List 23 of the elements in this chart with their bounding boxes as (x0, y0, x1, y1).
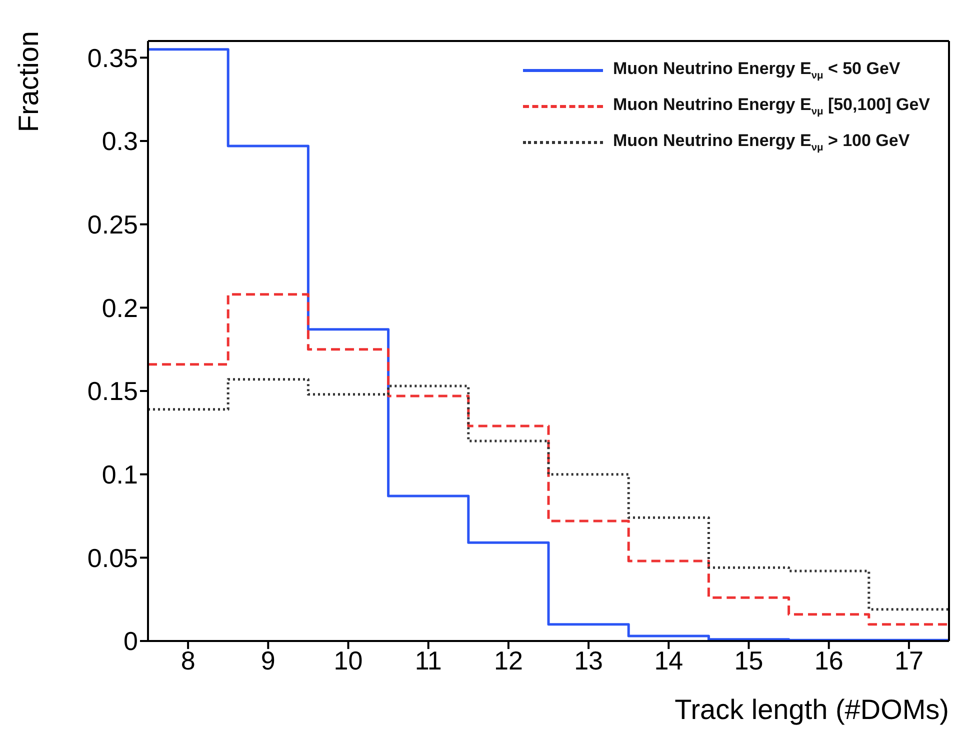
legend-label: Muon Neutrino Energy E$_{νμ}$ > 100 GeV (612, 130, 910, 154)
y-tick-label: 0 (124, 626, 138, 656)
x-tick-label: 8 (180, 645, 196, 676)
x-tick-label: 15 (734, 645, 764, 676)
x-tick-label: 10 (334, 645, 363, 676)
legend-label: Muon Neutrino Energy E$_{νμ}$ < 50 GeV (612, 58, 900, 82)
x-tick-label: 9 (260, 645, 276, 676)
x-axis-title: Track length (#DOMs) (674, 694, 949, 725)
x-tick-label: 11 (414, 645, 442, 676)
y-tick-label: 0.2 (102, 292, 138, 323)
y-tick-label: 0.25 (87, 210, 138, 240)
x-tick-label: 12 (494, 645, 523, 676)
legend-label: Muon Neutrino Energy E$_{νμ}$ [50,100] GeV (612, 94, 930, 118)
x-tick-label: 13 (574, 645, 604, 676)
y-tick-label: 0.35 (87, 42, 138, 73)
y-tick-label: 0.3 (102, 126, 138, 156)
x-tick-label: 16 (814, 645, 844, 676)
y-axis-title: Fraction (13, 31, 44, 132)
x-tick-label: 17 (894, 645, 924, 676)
y-tick-label: 0.05 (87, 542, 138, 573)
x-tick-label: 14 (654, 645, 684, 676)
y-tick-label: 0.1 (102, 460, 138, 490)
y-tick-label: 0.15 (87, 376, 138, 406)
